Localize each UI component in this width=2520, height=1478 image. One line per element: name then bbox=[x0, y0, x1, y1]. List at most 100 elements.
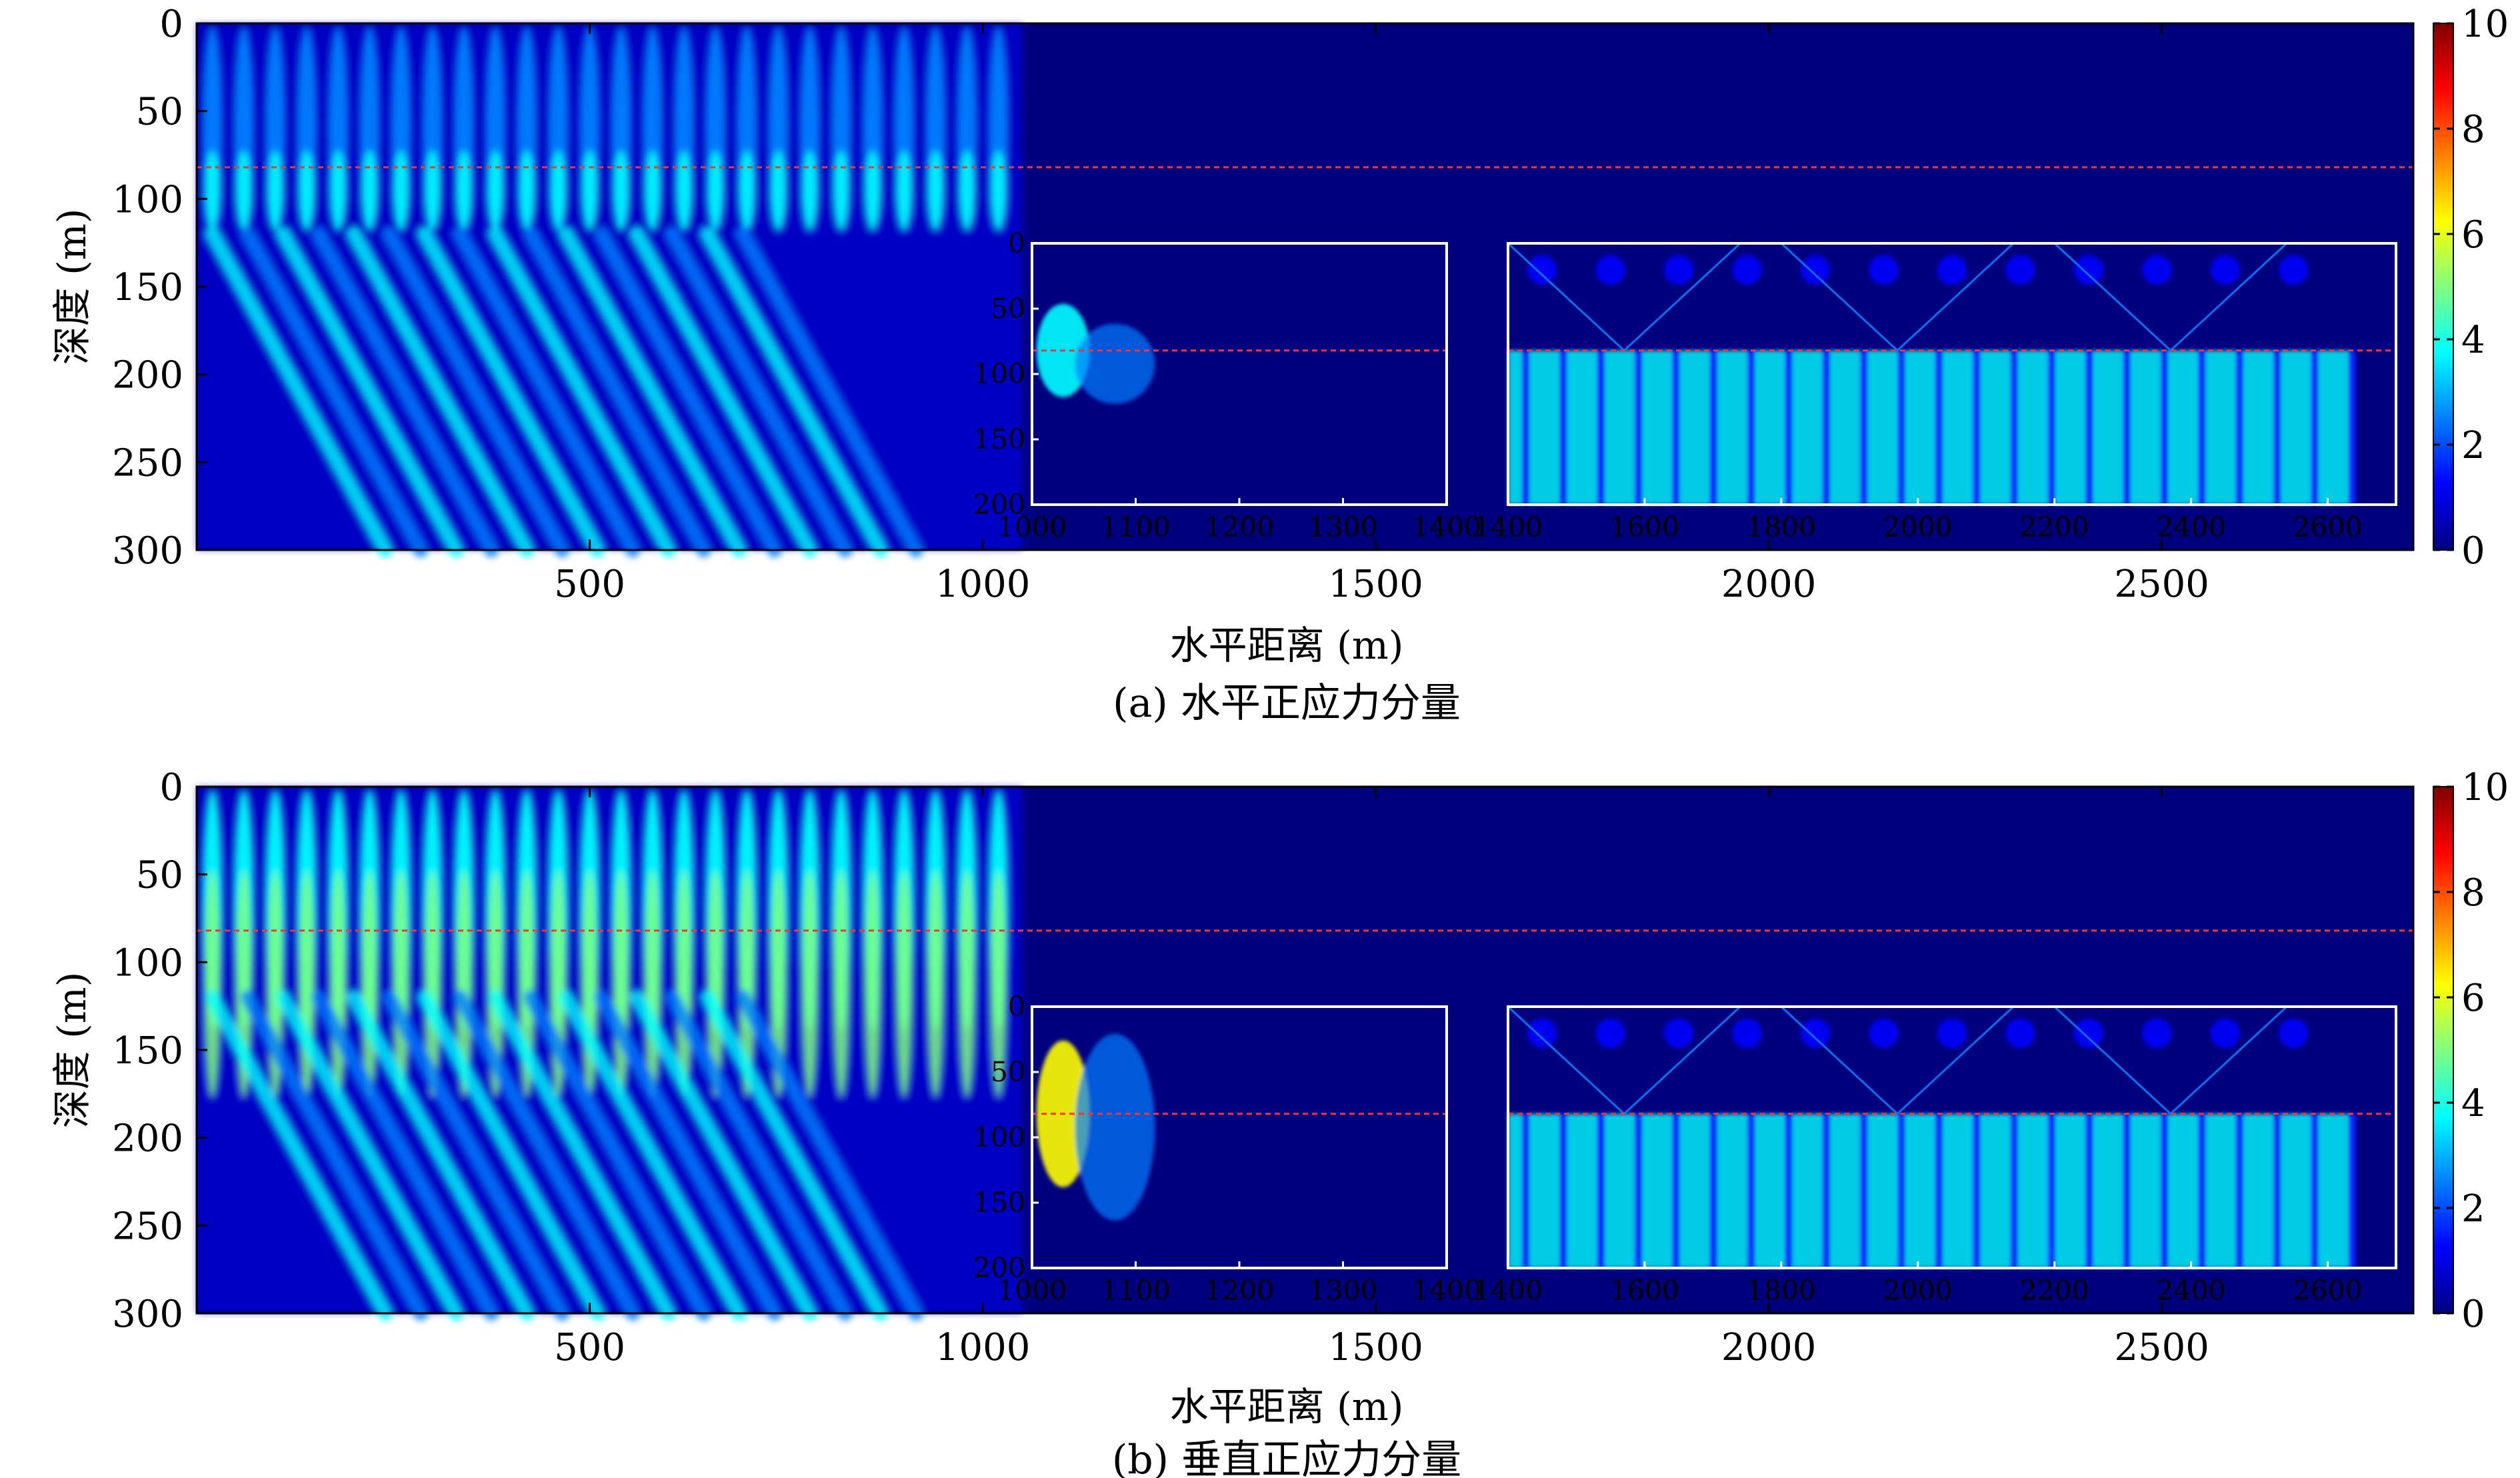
wavefront bbox=[240, 990, 429, 1321]
inset-stripe bbox=[1634, 350, 1643, 505]
inset-x-tick-label: 1800 bbox=[1747, 511, 1816, 543]
inset-blob bbox=[1869, 255, 1899, 285]
inset-stripe bbox=[1935, 350, 1943, 505]
wave-crest bbox=[361, 150, 378, 231]
wave-crest bbox=[204, 870, 221, 1097]
x-tick-label: 1500 bbox=[1328, 563, 1423, 606]
y-tick-label: 100 bbox=[112, 178, 183, 221]
wavefront bbox=[665, 227, 853, 557]
inset-blob bbox=[1595, 255, 1625, 285]
inset-blob bbox=[1527, 255, 1557, 285]
panel-a-colorbar: 0 2 4 6 8 10 bbox=[2433, 3, 2509, 573]
wave-crest bbox=[644, 870, 661, 1097]
colorbar-tick-label: 0 bbox=[2461, 1293, 2485, 1336]
x-tick-label: 1500 bbox=[1328, 1326, 1423, 1369]
inset-layer bbox=[1508, 350, 2355, 505]
wave-crest bbox=[739, 870, 755, 1097]
wave-crest bbox=[424, 870, 441, 1097]
wave-crest bbox=[204, 150, 221, 231]
wave-crest bbox=[990, 150, 1007, 231]
x-tick-label: 1000 bbox=[935, 563, 1031, 606]
wavefront bbox=[735, 990, 923, 1321]
inset-stripe bbox=[1859, 1113, 1868, 1268]
inset-reflection bbox=[1780, 1005, 2015, 1115]
inset-stripe bbox=[1784, 1113, 1793, 1268]
wavefront bbox=[523, 990, 711, 1321]
wavefront bbox=[205, 227, 393, 557]
inset-blob bbox=[1664, 255, 1694, 285]
wavefront bbox=[452, 227, 641, 557]
inset-stripe bbox=[2085, 350, 2093, 505]
inset-x-tick-label: 1200 bbox=[1205, 511, 1274, 543]
inset-y-tick-label: 200 bbox=[973, 1252, 1025, 1284]
inset-stripe bbox=[1671, 1113, 1680, 1268]
inset-stripe bbox=[2197, 350, 2206, 505]
wave-crest bbox=[613, 150, 629, 231]
wave-crest bbox=[267, 150, 283, 231]
wave-crest bbox=[487, 150, 504, 231]
inset-x-tick-label: 1400 bbox=[1473, 511, 1543, 543]
x-tick-label: 2500 bbox=[2114, 563, 2209, 606]
inset-x-tick-label: 1600 bbox=[1610, 511, 1679, 543]
wavefront bbox=[629, 990, 817, 1321]
inset-x-tick-label: 1300 bbox=[1308, 511, 1377, 543]
inset-x-tick-label: 1300 bbox=[1308, 1275, 1377, 1307]
inset-blob bbox=[1595, 1019, 1625, 1048]
inset-x-tick-label: 1800 bbox=[1747, 1275, 1816, 1307]
inset-blob bbox=[2073, 255, 2103, 285]
inset-y-tick-label: 100 bbox=[973, 1121, 1025, 1153]
inset-y-tick-label: 150 bbox=[973, 423, 1025, 455]
inset-stripe bbox=[1972, 1113, 1981, 1268]
inset-reflection bbox=[2053, 242, 2288, 352]
inset-blob bbox=[2073, 1019, 2103, 1048]
wave-crest bbox=[581, 150, 598, 231]
wave-crest bbox=[330, 150, 347, 231]
wavefront bbox=[488, 227, 676, 557]
wavefront bbox=[559, 990, 747, 1321]
wave-crest bbox=[865, 150, 881, 231]
colorbar-tick-label: 4 bbox=[2461, 319, 2485, 362]
inset-stripe bbox=[1859, 350, 1868, 505]
inset-blob bbox=[1937, 1019, 1967, 1048]
wave-crest bbox=[865, 870, 881, 1097]
colorbar-tick-label: 8 bbox=[2461, 871, 2485, 915]
inset-blob bbox=[1937, 255, 1967, 285]
wavefront bbox=[275, 227, 464, 557]
inset-x-tick-label: 2400 bbox=[2156, 511, 2225, 543]
y-tick-label: 200 bbox=[112, 1117, 183, 1161]
inset-hotspot bbox=[1075, 323, 1155, 404]
wave-crest bbox=[739, 150, 755, 231]
inset-stripe bbox=[2085, 1113, 2093, 1268]
inset-x-tick-label: 1600 bbox=[1610, 1275, 1679, 1307]
wave-crest bbox=[424, 150, 441, 231]
inset-blob bbox=[1732, 1019, 1762, 1048]
inset-stripe bbox=[2047, 1113, 2056, 1268]
inset-stripe bbox=[2273, 1113, 2281, 1268]
wave-crest bbox=[455, 150, 472, 231]
inset-stripe bbox=[1709, 350, 1718, 505]
panel-a-field bbox=[197, 23, 2413, 557]
panel-b-ylabel: 深度 (m) bbox=[49, 972, 95, 1129]
inset-y-tick-label: 0 bbox=[1008, 991, 1025, 1023]
wave-crest bbox=[927, 150, 944, 231]
inset-stripe bbox=[1709, 1113, 1718, 1268]
wave-crest bbox=[707, 870, 724, 1097]
wavefront bbox=[240, 227, 429, 557]
wave-crest bbox=[927, 870, 944, 1097]
panel-b-caption: (b) 垂直正应力分量 bbox=[1112, 1437, 1461, 1478]
inset-x-tick-label: 2200 bbox=[2020, 511, 2089, 543]
inset-stripe bbox=[1521, 350, 1530, 505]
inset-stripe bbox=[1634, 1113, 1643, 1268]
inset-stripe bbox=[1822, 350, 1831, 505]
inset-stripe bbox=[2348, 350, 2357, 505]
wave-crest bbox=[707, 150, 724, 231]
y-tick-label: 0 bbox=[159, 3, 183, 46]
inset-stripe bbox=[2235, 350, 2244, 505]
inset-stripe bbox=[2010, 1113, 2019, 1268]
colorbar-tick-label: 2 bbox=[2461, 1187, 2485, 1231]
x-tick-label: 2000 bbox=[1721, 1326, 1817, 1369]
inset-blob bbox=[2210, 1019, 2240, 1048]
colorbar-tick-label: 10 bbox=[2461, 3, 2509, 46]
wave-crest bbox=[299, 150, 315, 231]
wavefront bbox=[346, 227, 535, 557]
